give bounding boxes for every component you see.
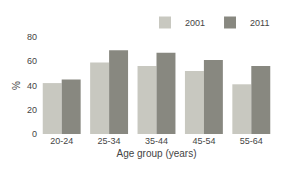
- svg-text:25-34: 25-34: [98, 136, 121, 146]
- svg-text:55-64: 55-64: [240, 136, 263, 146]
- svg-text:35-44: 35-44: [145, 136, 168, 146]
- svg-text:20-24: 20-24: [50, 136, 73, 146]
- svg-text:60: 60: [27, 56, 37, 66]
- svg-text:Age group (years): Age group (years): [116, 148, 196, 159]
- svg-text:0: 0: [32, 129, 37, 139]
- svg-text:40: 40: [27, 81, 37, 91]
- svg-text:80: 80: [27, 32, 37, 42]
- svg-text:2001: 2001: [185, 18, 205, 28]
- svg-text:2011: 2011: [250, 18, 269, 28]
- svg-text:%: %: [11, 81, 22, 90]
- svg-text:45-54: 45-54: [192, 136, 215, 146]
- svg-text:20: 20: [27, 105, 37, 115]
